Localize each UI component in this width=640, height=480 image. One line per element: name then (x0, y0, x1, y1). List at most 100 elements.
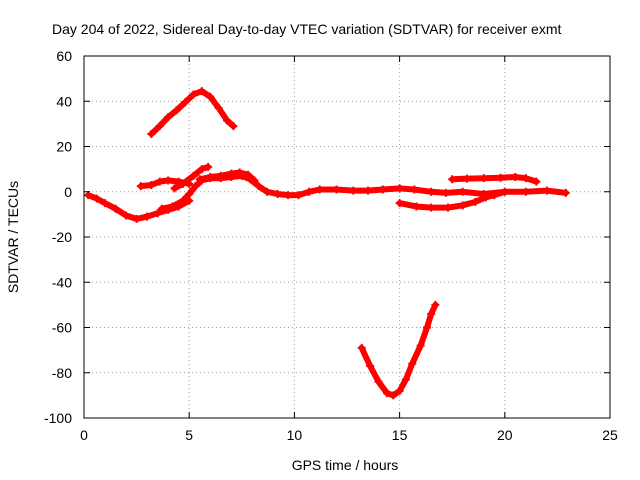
data-point (441, 188, 450, 197)
y-tick-label: 60 (56, 48, 72, 64)
data-point (101, 199, 110, 208)
x-tick-label: 5 (185, 427, 193, 443)
x-tick-label: 10 (287, 427, 303, 443)
data-point (122, 211, 131, 220)
data-point (147, 180, 156, 189)
data-point (214, 104, 223, 113)
data-point (189, 171, 198, 180)
data-point (136, 182, 145, 191)
data-point (412, 202, 421, 211)
data-point (254, 182, 263, 191)
y-axis-label: SDTVAR / TECUs (5, 181, 21, 293)
x-axis-label: GPS time / hours (292, 457, 399, 473)
data-point (155, 122, 164, 131)
data-point (197, 165, 206, 174)
series-arc-2 (147, 87, 238, 139)
chart-title: Day 204 of 2022, Sidereal Day-to-day VTE… (52, 21, 561, 37)
data-point (427, 203, 436, 212)
data-point (389, 391, 398, 400)
data-point (374, 377, 383, 386)
data-point (443, 203, 452, 212)
series-arc-9 (357, 300, 440, 400)
data-point (164, 176, 173, 185)
data-point (521, 187, 530, 196)
data-point (185, 190, 194, 199)
data-point (170, 184, 179, 193)
data-point (349, 186, 358, 195)
y-tick-label: 40 (56, 93, 72, 109)
data-point (532, 177, 541, 186)
data-point (223, 116, 232, 125)
data-point (395, 386, 404, 395)
series-arc-4 (170, 162, 213, 193)
data-point (382, 389, 391, 398)
data-point (305, 187, 314, 196)
data-point (395, 199, 404, 208)
data-point (315, 185, 324, 194)
data-point (481, 193, 490, 202)
data-point (229, 122, 238, 131)
data-point (479, 174, 488, 183)
data-point (244, 170, 253, 179)
data-point (235, 168, 244, 177)
data-point (155, 177, 164, 186)
data-point (250, 176, 259, 185)
data-point (153, 209, 162, 218)
data-point (448, 175, 457, 184)
data-point (431, 300, 440, 309)
data-point (357, 343, 366, 352)
y-tick-label: -40 (52, 274, 72, 290)
data-point (178, 179, 187, 188)
data-point (263, 187, 272, 196)
data-point (458, 187, 467, 196)
data-point (189, 90, 198, 99)
grid-lines (84, 56, 610, 418)
data-point (206, 92, 215, 101)
data-point (206, 173, 215, 182)
y-tick-label: 20 (56, 139, 72, 155)
data-point (395, 184, 404, 193)
data-point (180, 98, 189, 107)
data-point (521, 174, 530, 183)
x-tick-label: 25 (602, 427, 618, 443)
data-point (197, 87, 206, 96)
y-tick-label: -20 (52, 229, 72, 245)
data-point (462, 174, 471, 183)
data-point (422, 323, 431, 332)
plot-frame (83, 55, 611, 419)
data-point (273, 190, 282, 199)
series-arc-8 (448, 173, 541, 186)
x-tick-label: 20 (497, 427, 513, 443)
series-line (148, 88, 237, 138)
x-tick-label: 0 (80, 427, 88, 443)
x-axis-ticks: 0 5 10 15 20 25 (80, 56, 618, 443)
y-tick-label: -80 (52, 365, 72, 381)
data-point (416, 341, 425, 350)
data-point (157, 204, 166, 213)
data-point (111, 204, 120, 213)
data-point (227, 169, 236, 178)
data-point (294, 191, 303, 200)
data-point (496, 173, 505, 182)
series-arc-7 (395, 187, 509, 212)
data-point (195, 175, 204, 184)
data-point (332, 185, 341, 194)
data-point (284, 191, 293, 200)
data-point (427, 187, 436, 196)
data-point (378, 185, 387, 194)
data-point (500, 187, 509, 196)
y-axis-ticks: -100 -80 -60 -40 -20 0 20 40 60 (44, 48, 610, 426)
data-point (191, 182, 200, 191)
data-point (408, 359, 417, 368)
data-point (204, 162, 213, 171)
y-tick-label: 0 (64, 184, 72, 200)
data-point (410, 185, 419, 194)
data-point (542, 186, 551, 195)
data-point (490, 191, 499, 200)
data-point (132, 214, 141, 223)
data-point (164, 113, 173, 122)
data-point (471, 197, 480, 206)
data-point (561, 188, 570, 197)
data-point (84, 191, 93, 200)
